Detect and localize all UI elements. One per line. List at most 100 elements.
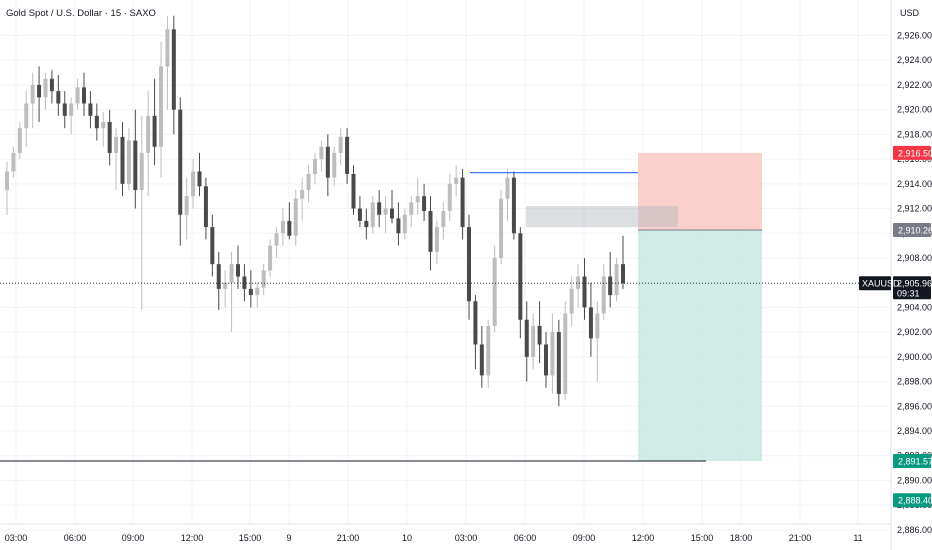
candle-body [563, 313, 568, 394]
candle-body [152, 115, 157, 147]
time-axis[interactable]: 03:00 06:00 09:00 12:00 15:00 9 21:00 10 03:00 06… [5, 533, 863, 543]
candle-body [621, 264, 625, 284]
stop-loss-zone[interactable] [638, 152, 762, 231]
candle-body [313, 159, 317, 174]
candle-body [601, 276, 606, 314]
y-tick-label: 2,922.00 [897, 80, 932, 90]
countdown-text: 09:31 [897, 289, 920, 299]
candle-body [159, 66, 163, 147]
x-tick-label: 9 [286, 533, 291, 543]
supply-box [526, 206, 678, 228]
candle-body [75, 87, 80, 104]
x-tick-label: 06:00 [514, 533, 537, 543]
candle-body [101, 122, 106, 129]
candle-body [139, 152, 144, 190]
candle-body [274, 233, 279, 246]
candle-body [351, 173, 356, 209]
candle-body [428, 211, 433, 252]
candle-body [390, 208, 394, 219]
y-tick-label: 2,918.00 [897, 129, 932, 139]
candle-body [62, 103, 67, 116]
candle-body [569, 288, 574, 314]
y-tick-label: 2,904.00 [897, 302, 932, 312]
candle-body [126, 140, 131, 184]
price-tags: 2,916.50 2,910.26 2,891.57 2,888.40 2,905.96… [859, 145, 932, 508]
candle-body [492, 257, 497, 326]
x-tick-label: 21:00 [789, 533, 812, 543]
y-tick-label: 2,912.00 [897, 204, 932, 214]
candle-body [178, 109, 183, 215]
x-tick-label: 18:00 [730, 533, 753, 543]
currency-label[interactable]: USD [900, 8, 920, 18]
y-tick-label: 2,924.00 [897, 55, 932, 65]
candle-body [306, 173, 311, 190]
candle-body [325, 146, 330, 178]
candle-body [242, 276, 247, 289]
x-tick-label: 11 [853, 533, 862, 543]
candle-body [332, 152, 337, 178]
candle-body [415, 196, 420, 203]
candle-body [402, 214, 407, 234]
candle-body [556, 332, 561, 394]
candle-body [383, 208, 388, 215]
candle-body [524, 319, 529, 357]
candle-body [531, 325, 536, 357]
candle-body [261, 270, 266, 288]
candle-body [197, 171, 202, 187]
candle-body [5, 171, 9, 190]
candle-body [255, 287, 260, 296]
candle-body [203, 186, 208, 228]
candle-body [11, 152, 16, 172]
candle-body [544, 344, 548, 376]
candle-body [595, 313, 600, 339]
candle-body [434, 227, 439, 252]
candle-body [30, 84, 35, 104]
candle-body [467, 227, 471, 302]
symbol-tag-text: XAUUSD [862, 279, 900, 289]
candle-body [229, 264, 234, 283]
candle-body [460, 177, 465, 228]
candles [5, 15, 625, 407]
candle-body [165, 29, 170, 67]
candle-body [550, 332, 555, 376]
candle-body [49, 78, 54, 92]
candle-body [94, 115, 99, 129]
candle-body [17, 128, 22, 153]
candle-body [364, 220, 369, 228]
candle-body [293, 198, 298, 236]
x-tick-label: 06:00 [64, 533, 87, 543]
candle-body [357, 208, 362, 221]
candle-body [114, 136, 119, 153]
entry-price-tag-text: 2,910.26 [898, 226, 932, 236]
candle-body [37, 84, 42, 98]
y-tick-label: 2,896.00 [897, 401, 932, 411]
y-tick-label: 2,900.00 [897, 352, 932, 362]
target-price-tag-bg [893, 454, 931, 469]
entry-price-tag-bg [893, 223, 931, 238]
candle-body [319, 146, 324, 160]
y-tick-label: 2,908.00 [897, 253, 932, 263]
candle-body [216, 264, 221, 289]
candle-body [287, 220, 292, 236]
x-tick-label: 15:00 [239, 533, 262, 543]
candle-body [370, 202, 375, 228]
position-zones[interactable] [638, 152, 762, 462]
candle-body [338, 136, 343, 153]
candle-body [184, 196, 189, 215]
take-profit-zone[interactable] [638, 230, 762, 462]
candle-body [582, 276, 587, 308]
y-tick-label: 2,914.00 [897, 179, 932, 189]
candle-body [473, 301, 478, 345]
candle-body [608, 276, 613, 296]
x-tick-label: 12:00 [181, 533, 204, 543]
candle-body [486, 325, 491, 376]
candle-body [300, 190, 305, 199]
candle-body [537, 325, 542, 345]
x-tick-label: 12:00 [632, 533, 655, 543]
candle-body [24, 103, 29, 129]
candle-body [447, 183, 452, 212]
candle-body [171, 29, 176, 110]
extra-price-tag-bg [893, 493, 931, 508]
candle-body [56, 91, 61, 104]
